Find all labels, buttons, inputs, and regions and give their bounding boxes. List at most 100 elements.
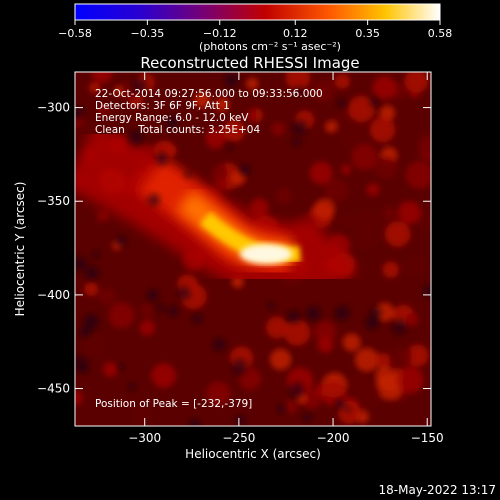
speckle-blob [405, 160, 431, 189]
speckle-blob [151, 363, 177, 388]
peak-position-label: Position of Peak = [-232,-379] [95, 398, 252, 410]
dark-spot [79, 326, 91, 338]
speckle-blob [409, 86, 421, 98]
speckle-blob [351, 143, 378, 170]
speckle-blob [406, 344, 429, 367]
speckle-blob [217, 178, 228, 189]
dark-spot [294, 86, 304, 96]
dark-spot [167, 305, 179, 317]
dark-spot [224, 72, 239, 88]
dark-spot [75, 256, 87, 271]
speckle-blob [205, 128, 226, 149]
speckle-blob [266, 316, 288, 339]
speckle-blob [396, 366, 424, 394]
speckle-blob [334, 109, 351, 126]
speckle-blob [285, 72, 311, 90]
info-annotations: 22-Oct-2014 09:27:56.000 to 09:33:56.000… [95, 88, 323, 136]
y-tick-label: −350 [37, 194, 70, 208]
speckle-blob [88, 81, 101, 94]
dark-spot [302, 413, 312, 423]
dark-spot [128, 382, 136, 391]
dark-spot [75, 356, 88, 372]
dark-spot [365, 315, 380, 330]
speckle-blob [275, 188, 292, 205]
speckle-blob [398, 201, 421, 224]
speckle-blob [131, 404, 153, 426]
dark-spot [334, 305, 350, 321]
speckle-blob [97, 104, 110, 117]
speckle-blob [98, 287, 117, 306]
dark-spot [92, 251, 100, 259]
dark-spot [423, 284, 431, 298]
speckle-blob [372, 75, 397, 100]
speckle-blob [334, 73, 351, 89]
dark-artifacts [75, 72, 431, 426]
dark-spot [239, 164, 251, 176]
speckle-blob [381, 205, 397, 221]
dark-spot [369, 97, 379, 107]
dark-spot [234, 415, 246, 426]
dark-spot [306, 306, 321, 321]
speckle-blob [348, 95, 375, 123]
x-tick-label: −200 [317, 431, 350, 445]
dark-spot [289, 382, 305, 398]
speckle-blob [239, 367, 262, 391]
speckle-blob [223, 119, 245, 142]
speckle-blob [342, 333, 361, 352]
speckle-blob [84, 282, 99, 297]
speckle-blob [245, 109, 257, 121]
speckle-blob [139, 320, 155, 336]
plot-frame [74, 71, 432, 427]
colorbar-ticks: −0.58 −0.35 −0.12 0.12 0.35 0.58 [58, 20, 452, 40]
speckle-blob [314, 321, 336, 343]
y-tick-label: −400 [37, 288, 70, 302]
dark-spot [177, 286, 192, 300]
dark-spot [226, 143, 234, 151]
y-tick-label: −450 [37, 382, 70, 396]
speckle-blob [417, 210, 431, 233]
speckle-blob [374, 156, 398, 179]
speckle-blob [376, 353, 390, 367]
colorbar-tick-label: −0.58 [58, 27, 92, 40]
dark-spot [155, 152, 169, 166]
speckle-blob [404, 255, 426, 277]
speckle-blob [139, 303, 155, 319]
peak-source [240, 244, 292, 264]
speckle-blob [96, 209, 110, 223]
annotation-time: 22-Oct-2014 09:27:56.000 to 09:33:56.000 [95, 88, 323, 100]
speckle-blob [353, 225, 378, 250]
dark-spot [277, 404, 287, 414]
speckle-blob [206, 381, 231, 406]
footer-timestamp: 18-May-2022 13:17 [379, 483, 496, 497]
dark-spot [146, 289, 159, 301]
dark-spot [131, 77, 148, 94]
speckle-blob [340, 164, 352, 175]
speckle-blob [194, 91, 211, 109]
chart-title: Reconstructed RHESSI Image [140, 54, 359, 72]
x-axis-label: Heliocentric X (arcsec) [185, 447, 321, 461]
y-tick-label: −300 [37, 101, 70, 115]
dark-spot [370, 306, 382, 319]
colorbar-tick-label: −0.35 [131, 27, 165, 40]
dark-spot [345, 406, 352, 413]
speckle-blob [211, 164, 228, 181]
x-tick-label: −250 [222, 431, 255, 445]
dark-spot [184, 171, 192, 179]
axis-ticks: −300 −250 −200 −150 −300 −350 −400 −450 [37, 72, 444, 445]
x-tick-label: −150 [411, 431, 444, 445]
annotation-detectors: Detectors: 3F 6F 9F, Att 1 [95, 100, 230, 112]
speckle-blob [108, 302, 135, 329]
dark-spot [115, 235, 127, 247]
dark-spot [334, 398, 346, 411]
heatmap-image [75, 72, 431, 426]
speckle-blob [340, 213, 355, 228]
dark-spot [189, 418, 201, 426]
speckle-blob [91, 72, 113, 84]
annotation-counts: Clean Total counts: 3.25E+04 [95, 124, 260, 136]
dark-spot [156, 303, 165, 313]
dark-spot [212, 338, 226, 352]
dark-spot [287, 310, 301, 324]
speckle-blob [354, 382, 382, 410]
speckle-blob [405, 313, 419, 327]
